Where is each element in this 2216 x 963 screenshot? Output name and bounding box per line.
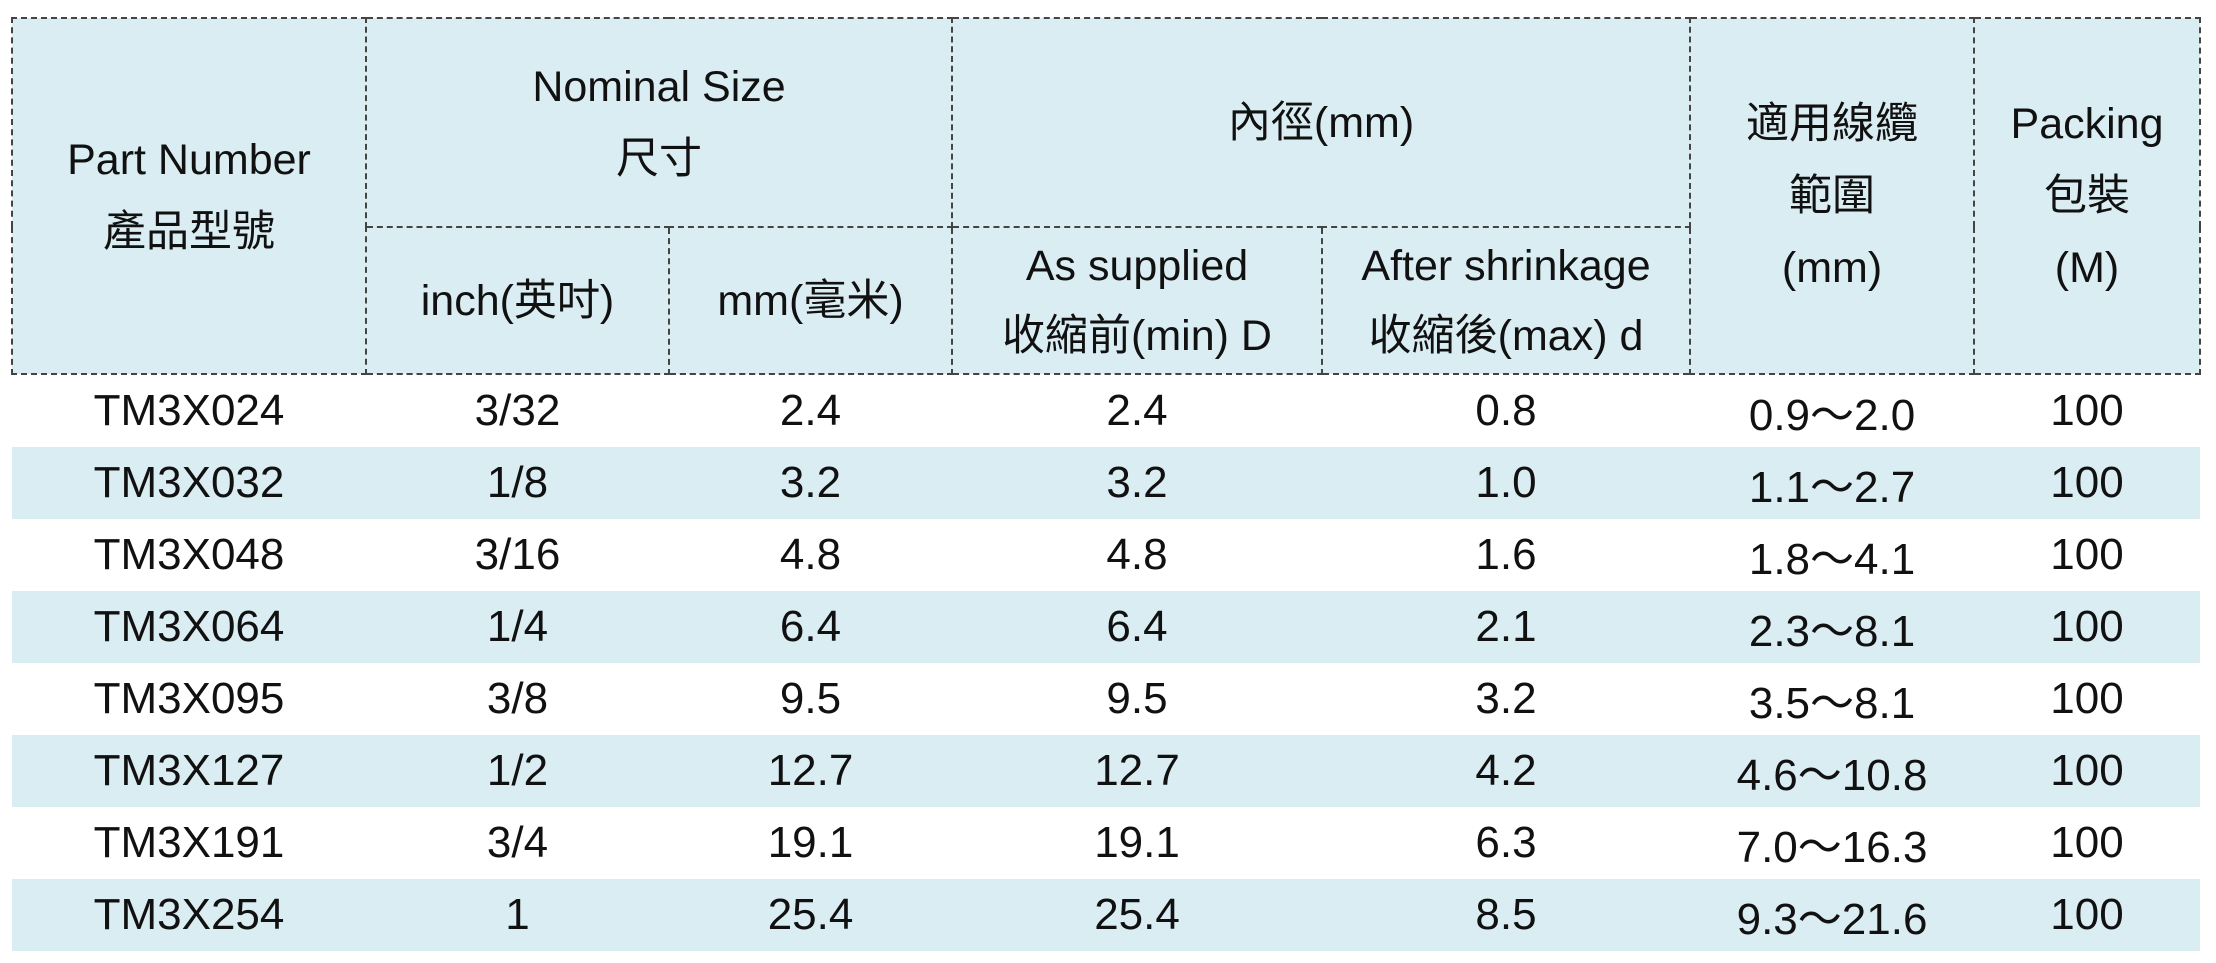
table-row: TM3X127 1/2 12.7 12.7 4.2 4.6～10.8 100 xyxy=(12,735,2201,807)
table-cell: 1/8 xyxy=(366,447,669,519)
table-cell: 100 xyxy=(1974,735,2201,807)
header-text: After shrinkage xyxy=(1361,241,1651,290)
table-cell: TM3X032 xyxy=(12,447,366,519)
table-cell: 1/2 xyxy=(366,735,669,807)
header-cell: Nominal Size 尺寸 xyxy=(364,17,954,228)
table-cell: 4.8 xyxy=(1106,530,1168,579)
table-row: TM3X064 1/4 6.4 6.4 2.1 2.3～8.1 100 xyxy=(12,591,2201,663)
header-text: 適用線纜 xyxy=(1746,100,1919,148)
header-cell: Part Number 產品型號 xyxy=(11,17,367,375)
table-cell: 2.4 xyxy=(1106,386,1168,435)
table-cell: TM3X191 xyxy=(93,818,285,867)
table-cell: 25.4 xyxy=(669,879,953,951)
table-cell: 3/8 xyxy=(486,674,549,723)
table-cell: TM3X127 xyxy=(12,735,366,807)
table-cell: 1.6 xyxy=(1475,530,1537,579)
table-row: TM3X024 3/32 2.4 2.4 0.8 0.9～2.0 100 xyxy=(12,374,2200,447)
header-text: 收縮後(max) d xyxy=(1368,311,1644,360)
table-cell: TM3X254 xyxy=(12,879,366,951)
table-cell: 100 xyxy=(1974,591,2201,663)
table-cell: 7.0～16.3 xyxy=(1736,823,1928,872)
table-row: TM3X254 1 25.4 25.4 8.5 9.3～21.6 100 xyxy=(12,879,2201,951)
header-cell: inch(英吋) xyxy=(365,226,670,375)
header-cell: 適用線纜範圍 (mm) xyxy=(1689,17,1976,375)
header-cell: As supplied 收縮前(min) D xyxy=(951,226,1324,375)
table-cell: 100 xyxy=(1974,879,2201,951)
table-cell: 3/32 xyxy=(474,386,561,435)
header-cell: After shrinkage 收縮後(max) d xyxy=(1321,226,1692,375)
table-cell: TM3X048 xyxy=(93,530,285,579)
table-cell: 100 xyxy=(1974,447,2201,519)
table-cell: TM3X064 xyxy=(12,591,366,663)
table-cell: 9.5 xyxy=(1106,674,1168,723)
table-row: TM3X095 3/8 9.5 9.5 3.2 3.5～8.1 100 xyxy=(12,663,2200,735)
table-row: TM3X048 3/16 4.8 4.8 1.6 1.8～4.1 100 xyxy=(12,519,2200,591)
table-cell: 8.5 xyxy=(1322,879,1691,951)
header-text: 範圍 xyxy=(1789,172,1876,220)
table-cell: 3/16 xyxy=(474,530,561,579)
header-text: Packing xyxy=(2010,100,2164,148)
table-cell: 2.4 xyxy=(779,386,842,435)
table-cell: 19.1 xyxy=(1094,818,1180,867)
table-cell: 4.6～10.8 xyxy=(1690,735,1975,807)
header-text: 內徑(mm) xyxy=(1227,98,1415,147)
table-cell: 100 xyxy=(2050,530,2124,579)
table-cell: 9.5 xyxy=(779,674,842,723)
header-text: mm(毫米) xyxy=(717,276,904,325)
table-cell: 3.2 xyxy=(1475,674,1537,723)
header-cell: mm(毫米) xyxy=(667,226,954,375)
table-cell: 6.3 xyxy=(1475,818,1537,867)
table-cell: 3/4 xyxy=(486,818,549,867)
table-cell: 12.7 xyxy=(669,735,953,807)
table-row: TM3X032 1/8 3.2 3.2 1.0 1.1～2.7 100 xyxy=(12,447,2201,519)
header-text: 收縮前(min) D xyxy=(1002,311,1272,360)
table-cell: 2.1 xyxy=(1322,591,1691,663)
header-text: Nominal Size xyxy=(532,62,786,111)
table-cell: 6.4 xyxy=(669,591,953,663)
table-cell: TM3X024 xyxy=(93,386,285,435)
table-cell: TM3X095 xyxy=(93,674,285,723)
table-cell: 4.8 xyxy=(779,530,842,579)
table-cell: 25.4 xyxy=(952,879,1323,951)
header-text: Part Number xyxy=(67,136,311,184)
table-cell: 100 xyxy=(2050,386,2124,435)
table-cell: 9.3～21.6 xyxy=(1690,879,1975,951)
header-text: 包裝 xyxy=(2044,172,2131,220)
table-cell: 1.1～2.7 xyxy=(1690,447,1975,519)
table-row: TM3X191 3/4 19.1 19.1 6.3 7.0～16.3 100 xyxy=(12,807,2200,879)
table-cell: 2.3～8.1 xyxy=(1690,591,1975,663)
table-cell: 3.2 xyxy=(952,447,1323,519)
table-cell: 3.2 xyxy=(669,447,953,519)
header-text: (mm) xyxy=(1781,244,1883,292)
table-cell: 1/4 xyxy=(366,591,669,663)
table-cell: 4.2 xyxy=(1322,735,1691,807)
header-text: 尺寸 xyxy=(616,134,702,183)
table-cell: 12.7 xyxy=(952,735,1323,807)
table-cell: 6.4 xyxy=(952,591,1323,663)
spec-table: Part Number 產品型號 Nominal Size 尺寸 內徑(mm) 適用… xyxy=(11,17,2202,951)
header-cell: 內徑(mm) xyxy=(951,17,1692,228)
header-text: inch(英吋) xyxy=(420,276,615,325)
table-cell: 100 xyxy=(2050,674,2124,723)
header-text: (M) xyxy=(2054,244,2120,292)
table-cell: 0.9～2.0 xyxy=(1748,391,1916,440)
table-cell: 100 xyxy=(2050,818,2124,867)
table-body: TM3X024 3/32 2.4 2.4 0.8 0.9～2.0 100 TM3X032 1/8… xyxy=(12,374,2201,951)
header-text: As supplied xyxy=(1025,241,1249,290)
table-cell: 1 xyxy=(366,879,669,951)
table-cell: 0.8 xyxy=(1475,386,1537,435)
header-text: 產品型號 xyxy=(103,208,275,256)
table-cell: 3.5～8.1 xyxy=(1748,679,1916,728)
header-cell: Packing 包裝 (M) xyxy=(1973,17,2202,375)
table-cell: 1.8～4.1 xyxy=(1748,535,1916,584)
table-cell: 19.1 xyxy=(767,818,854,867)
table-cell: 1.0 xyxy=(1322,447,1691,519)
